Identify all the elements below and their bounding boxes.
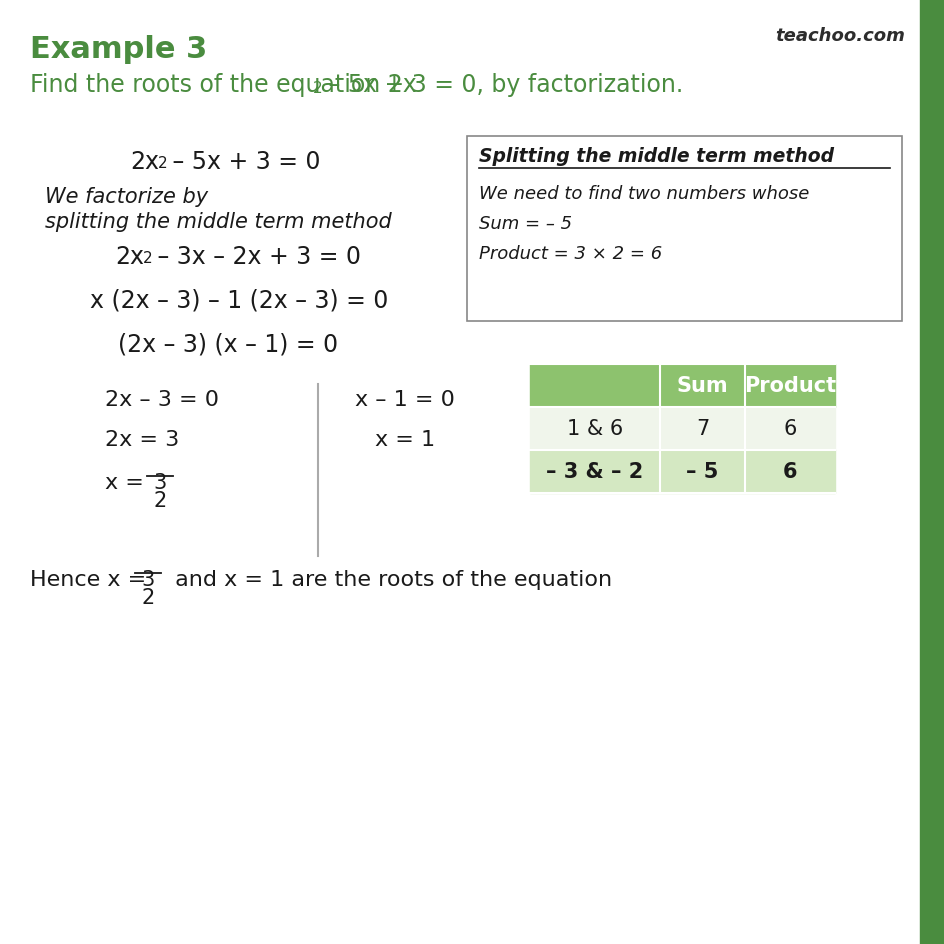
Text: splitting the middle term method: splitting the middle term method bbox=[45, 211, 392, 232]
Text: Sum = – 5: Sum = – 5 bbox=[479, 215, 571, 233]
Text: Find the roots of the equation 2x: Find the roots of the equation 2x bbox=[30, 73, 416, 97]
Bar bbox=[919, 0, 944, 944]
Text: Sum: Sum bbox=[676, 376, 728, 396]
Text: – 5x + 3 = 0: – 5x + 3 = 0 bbox=[165, 150, 320, 174]
Text: 6: 6 bbox=[783, 419, 796, 439]
Text: 3: 3 bbox=[153, 473, 166, 493]
Text: 2: 2 bbox=[143, 251, 153, 265]
Text: Example 3: Example 3 bbox=[30, 35, 207, 64]
Bar bbox=[530, 450, 834, 494]
Text: – 5: – 5 bbox=[685, 462, 718, 482]
Text: 7: 7 bbox=[695, 419, 708, 439]
Text: We need to find two numbers whose: We need to find two numbers whose bbox=[479, 185, 808, 203]
Text: 2: 2 bbox=[158, 156, 167, 171]
Text: 6: 6 bbox=[782, 462, 797, 482]
Text: 3: 3 bbox=[142, 569, 155, 589]
Text: and x = 1 are the roots of the equation: and x = 1 are the roots of the equation bbox=[168, 569, 612, 589]
Text: 2x: 2x bbox=[115, 244, 143, 269]
Text: Hence x =: Hence x = bbox=[30, 569, 153, 589]
Text: 2x = 3: 2x = 3 bbox=[105, 430, 179, 449]
Text: 1 & 6: 1 & 6 bbox=[566, 419, 622, 439]
Bar bbox=[530, 364, 834, 408]
Text: x =: x = bbox=[105, 473, 151, 493]
Text: 2: 2 bbox=[142, 587, 155, 607]
Text: We factorize by: We factorize by bbox=[45, 187, 208, 207]
Text: 2x – 3 = 0: 2x – 3 = 0 bbox=[105, 390, 219, 410]
Text: 2: 2 bbox=[312, 81, 322, 96]
FancyBboxPatch shape bbox=[466, 137, 901, 322]
Text: x (2x – 3) – 1 (2x – 3) = 0: x (2x – 3) – 1 (2x – 3) = 0 bbox=[90, 289, 388, 312]
Text: teachoo.com: teachoo.com bbox=[774, 27, 904, 45]
Text: – 3 & – 2: – 3 & – 2 bbox=[546, 462, 643, 482]
Text: Product = 3 × 2 = 6: Product = 3 × 2 = 6 bbox=[479, 244, 662, 262]
Text: 2x: 2x bbox=[130, 150, 159, 174]
Text: Splitting the middle term method: Splitting the middle term method bbox=[479, 147, 834, 166]
Text: x – 1 = 0: x – 1 = 0 bbox=[355, 390, 454, 410]
Text: x = 1: x = 1 bbox=[375, 430, 434, 449]
Text: – 3x – 2x + 3 = 0: – 3x – 2x + 3 = 0 bbox=[150, 244, 361, 269]
Text: – 5x + 3 = 0, by factorization.: – 5x + 3 = 0, by factorization. bbox=[321, 73, 683, 97]
Text: Product: Product bbox=[743, 376, 835, 396]
Bar bbox=[530, 408, 834, 450]
Text: (2x – 3) (x – 1) = 0: (2x – 3) (x – 1) = 0 bbox=[118, 332, 338, 357]
Text: 2: 2 bbox=[153, 491, 166, 511]
